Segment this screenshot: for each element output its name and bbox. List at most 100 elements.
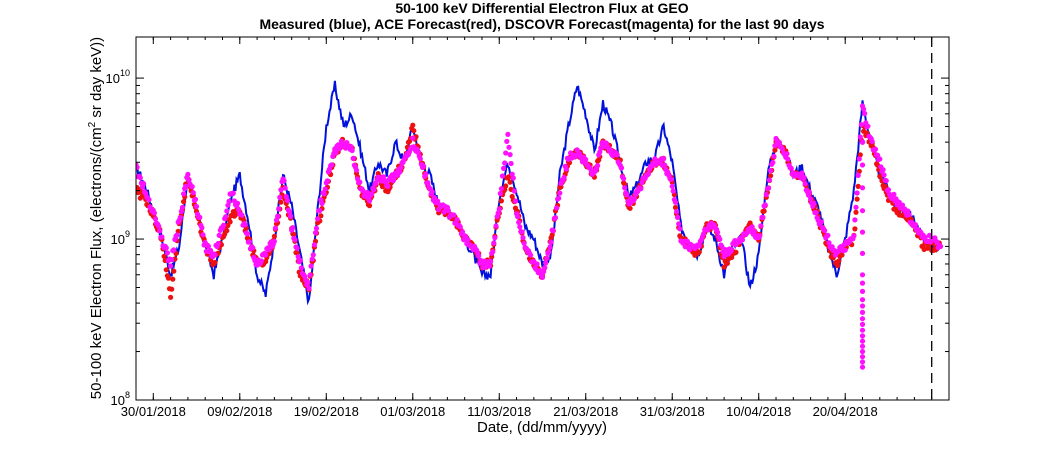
data-point-dscovr [561, 174, 567, 181]
y-tick-label: 1010 [106, 68, 130, 86]
data-point-dscovr [859, 162, 866, 168]
data-point-dscovr [880, 167, 886, 173]
data-point-dscovr [672, 199, 679, 205]
data-point-dscovr [770, 159, 776, 166]
data-point-dscovr [312, 230, 319, 236]
data-point-dscovr [177, 214, 183, 221]
data-point-dscovr [547, 244, 553, 250]
data-point-dscovr [859, 185, 866, 191]
data-point-ace [227, 219, 233, 225]
data-point-dscovr [906, 212, 912, 218]
data-point-dscovr [417, 156, 423, 162]
data-point-dscovr [852, 217, 858, 223]
data-point-ace [169, 286, 175, 292]
data-point-dscovr [763, 192, 769, 198]
data-point-dscovr [668, 176, 674, 182]
data-point-dscovr [199, 225, 205, 231]
data-point-dscovr [926, 232, 933, 238]
y-tick-label: 109 [111, 229, 130, 247]
data-point-dscovr [608, 147, 614, 153]
chart-subtitle: Measured (blue), ACE Forecast(red), DSCO… [259, 16, 824, 32]
data-point-dscovr [550, 228, 556, 234]
data-point-dscovr [488, 258, 494, 264]
data-point-dscovr [859, 309, 866, 315]
data-point-dscovr [729, 246, 735, 252]
data-point-ace [627, 205, 633, 211]
data-point-dscovr [546, 249, 552, 255]
data-point-dscovr [503, 150, 509, 156]
data-point-dscovr [239, 212, 245, 218]
data-point-dscovr [156, 223, 162, 229]
data-point-dscovr [183, 183, 189, 189]
data-point-dscovr [548, 239, 554, 245]
data-point-dscovr [271, 238, 277, 244]
y-axis-label-text: 50-100 keV Electron Flux, (electrons/(cm [88, 127, 105, 399]
data-point-dscovr [859, 348, 866, 355]
data-point-ace [366, 203, 373, 209]
data-point-dscovr [519, 229, 525, 235]
data-point-dscovr [717, 236, 723, 242]
y-axis-label: 50-100 keV Electron Flux, (electrons/(cm… [87, 37, 105, 399]
data-point-dscovr [851, 233, 857, 239]
data-point-dscovr [310, 252, 316, 258]
data-point-dscovr [859, 288, 866, 294]
data-point-dscovr [305, 279, 311, 285]
data-point-dscovr [275, 213, 281, 219]
data-point-dscovr [353, 167, 360, 173]
x-tick-label: 19/02/2018 [294, 404, 359, 419]
data-point-ace [278, 199, 284, 205]
data-point-ace [507, 179, 513, 185]
data-point-dscovr [454, 217, 460, 223]
data-point-dscovr [768, 168, 774, 174]
data-point-dscovr [226, 198, 232, 204]
data-point-dscovr [696, 243, 702, 249]
data-point-dscovr [307, 272, 313, 278]
data-point-dscovr [294, 245, 300, 251]
data-point-ace [855, 183, 861, 189]
data-point-dscovr [859, 229, 866, 235]
data-point-dscovr [859, 359, 866, 365]
data-point-dscovr [859, 208, 866, 214]
data-point-ace [853, 209, 859, 215]
x-tick-label: 01/03/2018 [380, 404, 445, 419]
data-point-dscovr [543, 260, 549, 266]
data-point-dscovr [216, 232, 222, 238]
data-point-dscovr [281, 178, 287, 184]
data-point-ace [835, 263, 841, 269]
data-point-ace [856, 168, 862, 174]
data-point-dscovr [421, 163, 427, 169]
data-point-ace [318, 213, 324, 219]
data-point-dscovr [622, 185, 628, 191]
data-point-dscovr [784, 151, 790, 157]
data-point-dscovr [595, 163, 601, 169]
data-point-ace [672, 204, 679, 211]
data-point-dscovr [445, 208, 451, 214]
data-point-dscovr [290, 225, 296, 231]
plot-area [136, 37, 949, 400]
data-point-dscovr [869, 138, 875, 145]
data-point-dscovr [662, 162, 668, 168]
data-point-dscovr [760, 214, 766, 220]
data-point-ace [549, 232, 555, 238]
data-point-ace [170, 276, 176, 282]
data-point-dscovr [686, 247, 693, 253]
data-point-dscovr [516, 219, 522, 225]
data-point-dscovr [826, 240, 832, 246]
data-point-dscovr [511, 188, 517, 194]
data-point-dscovr [178, 208, 184, 215]
data-point-dscovr [171, 247, 177, 253]
data-point-dscovr [423, 171, 429, 177]
data-point-ace [836, 258, 842, 264]
data-point-dscovr [552, 215, 559, 221]
data-point-dscovr [308, 263, 314, 269]
x-tick-label: 31/03/2018 [640, 404, 705, 419]
data-point-dscovr [859, 316, 866, 322]
data-point-dscovr [676, 221, 682, 227]
data-point-dscovr [855, 172, 861, 178]
data-point-dscovr [397, 169, 403, 175]
data-point-dscovr [315, 216, 321, 222]
data-point-dscovr [715, 229, 721, 235]
data-point-dscovr [371, 187, 377, 193]
data-point-dscovr [297, 257, 303, 264]
